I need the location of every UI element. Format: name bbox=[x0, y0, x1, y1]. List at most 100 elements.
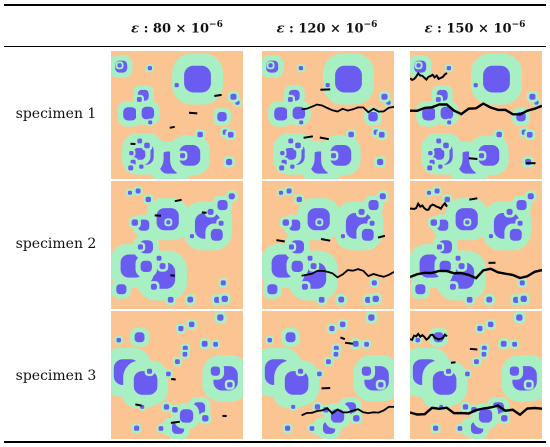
aggregate bbox=[513, 296, 520, 303]
aggregate bbox=[368, 314, 375, 321]
aggregate bbox=[218, 220, 224, 226]
aggregate bbox=[377, 158, 384, 166]
mesostructure-graphic bbox=[410, 181, 542, 309]
aggregate bbox=[279, 165, 285, 171]
aggregate bbox=[314, 404, 321, 410]
aggregate bbox=[372, 295, 379, 302]
aggregate bbox=[301, 283, 308, 290]
top-rule bbox=[4, 4, 546, 6]
aggregate bbox=[353, 415, 360, 422]
mesostructure-graphic bbox=[410, 51, 542, 179]
aggregate bbox=[189, 234, 194, 239]
aggregate bbox=[478, 409, 493, 423]
aggregate bbox=[188, 321, 195, 328]
bottom-rule bbox=[4, 441, 546, 443]
aggregate bbox=[230, 93, 237, 100]
aggregate bbox=[167, 296, 174, 303]
column-header-strain-120: ε : 120 × 10−6 bbox=[276, 20, 378, 37]
aggregate bbox=[159, 263, 166, 270]
aggregate bbox=[329, 325, 335, 332]
aggregate bbox=[478, 145, 500, 166]
crack bbox=[344, 341, 354, 345]
column-header-strain-80: ε : 80 × 10−6 bbox=[131, 20, 223, 37]
aggregate bbox=[368, 112, 378, 122]
crack bbox=[410, 71, 448, 82]
aggregate bbox=[141, 106, 155, 120]
aggregate bbox=[180, 153, 186, 159]
aggregate bbox=[446, 368, 452, 374]
aggregate bbox=[163, 404, 170, 410]
aggregate bbox=[134, 332, 145, 343]
aggregate bbox=[422, 107, 436, 121]
column-header-strain-150: ε : 150 × 10−6 bbox=[424, 20, 526, 37]
crack bbox=[340, 336, 346, 341]
crack bbox=[276, 239, 285, 243]
crack bbox=[301, 103, 394, 114]
crack bbox=[301, 268, 394, 279]
aggregate bbox=[134, 425, 140, 431]
aggregate bbox=[285, 425, 291, 431]
aggregate bbox=[179, 145, 201, 166]
aggregate bbox=[526, 382, 532, 388]
aggregate bbox=[516, 314, 523, 321]
aggregate bbox=[128, 165, 134, 171]
aggregate bbox=[325, 83, 330, 88]
aggregate bbox=[520, 295, 527, 302]
aggregate bbox=[430, 219, 437, 226]
mesostructure-graphic bbox=[111, 51, 243, 179]
aggregate bbox=[509, 366, 519, 376]
aggregate bbox=[526, 131, 533, 138]
specimen-2-strain-1-image bbox=[111, 181, 243, 309]
aggregate bbox=[443, 142, 449, 149]
crack bbox=[174, 198, 182, 203]
specimen-3-strain-1-image bbox=[111, 311, 243, 439]
aggregate bbox=[378, 131, 385, 138]
aggregate bbox=[227, 131, 234, 138]
aggregate bbox=[182, 351, 188, 357]
aggregate bbox=[133, 148, 146, 160]
aggregate bbox=[437, 219, 449, 231]
aggregate bbox=[333, 345, 339, 351]
aggregate bbox=[509, 228, 522, 241]
crack bbox=[135, 403, 142, 407]
aggregate bbox=[197, 131, 203, 138]
crack bbox=[469, 347, 478, 351]
aggregate bbox=[288, 244, 294, 250]
crack bbox=[303, 135, 314, 139]
mesostructure-graphic bbox=[410, 311, 542, 439]
aggregate bbox=[187, 296, 194, 303]
aggregate bbox=[217, 200, 228, 211]
aggregate bbox=[166, 371, 171, 377]
aggregate bbox=[220, 280, 226, 286]
aggregate bbox=[516, 200, 527, 211]
crack bbox=[469, 197, 478, 201]
aggregate bbox=[158, 426, 164, 431]
aggregate bbox=[280, 151, 285, 156]
aggregate bbox=[284, 371, 309, 395]
aggregate bbox=[299, 120, 304, 125]
aggregate bbox=[486, 296, 493, 303]
aggregate bbox=[278, 190, 283, 195]
aggregate bbox=[333, 351, 339, 357]
aggregate bbox=[178, 325, 184, 332]
aggregate bbox=[139, 164, 144, 169]
row-label-specimen-2: specimen 2 bbox=[15, 236, 97, 252]
aggregate bbox=[438, 164, 443, 169]
aggregate bbox=[123, 107, 137, 121]
aggregate bbox=[501, 415, 508, 422]
aggregate bbox=[338, 296, 345, 303]
crack bbox=[319, 136, 329, 141]
aggregate bbox=[474, 359, 479, 365]
aggregate bbox=[462, 404, 469, 410]
aggregate bbox=[427, 165, 433, 171]
aggregate bbox=[435, 97, 441, 102]
aggregate bbox=[339, 321, 346, 328]
aggregate bbox=[284, 148, 297, 160]
crack bbox=[170, 274, 175, 277]
aggregate bbox=[436, 138, 442, 144]
crack bbox=[377, 234, 386, 239]
aggregate bbox=[368, 200, 379, 211]
crack bbox=[410, 102, 542, 116]
aggregate bbox=[309, 426, 315, 431]
mesostructure-graphic bbox=[111, 181, 243, 309]
